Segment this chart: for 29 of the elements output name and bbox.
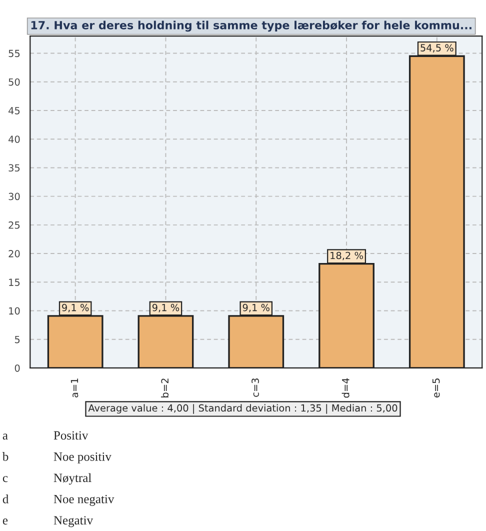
- text: a Positiv: [2, 431, 88, 440]
- data-label: 18,2 %: [330, 252, 363, 260]
- y-tick-label: 15: [9, 278, 20, 286]
- text: b Noe positiv: [2, 452, 112, 464]
- y-tick-label: 25: [8, 221, 20, 229]
- y-tick-label: 45: [8, 107, 20, 114]
- x-tick-label: a=1: [70, 378, 78, 398]
- y-tick-label: 5: [14, 336, 20, 344]
- x-tick-label: b=2: [161, 378, 169, 398]
- y-tick-label: 50: [8, 78, 20, 86]
- x-tick-label: c=3: [252, 378, 259, 397]
- y-tick-label: 30: [8, 192, 20, 200]
- x-tick-label: d=4: [342, 378, 350, 398]
- y-tick-label: 35: [8, 164, 20, 172]
- data-label: 9,1 %: [62, 304, 89, 312]
- text: c Nøytral: [2, 473, 92, 485]
- text: Average value : 4,00 | Standard deviation : 1,35 | Median : 5,00: [88, 404, 398, 414]
- y-tick-label: 40: [8, 136, 20, 143]
- data-label: 9,1 %: [152, 304, 180, 312]
- y-tick-label: 0: [14, 364, 20, 372]
- x-tick-label: e=5: [432, 378, 440, 398]
- y-tick-label: 55: [8, 50, 20, 58]
- text: d Noe negativ: [2, 494, 114, 506]
- data-label: 9,1 %: [242, 304, 270, 312]
- text: e Negativ: [2, 516, 94, 528]
- y-tick-label: 10: [9, 307, 20, 315]
- data-label: 54,5 %: [420, 44, 454, 52]
- y-tick-label: 20: [8, 250, 20, 258]
- chart-title: 17. Hva er deres holdning til samme type lærebøker for hele kommu...: [31, 20, 472, 32]
